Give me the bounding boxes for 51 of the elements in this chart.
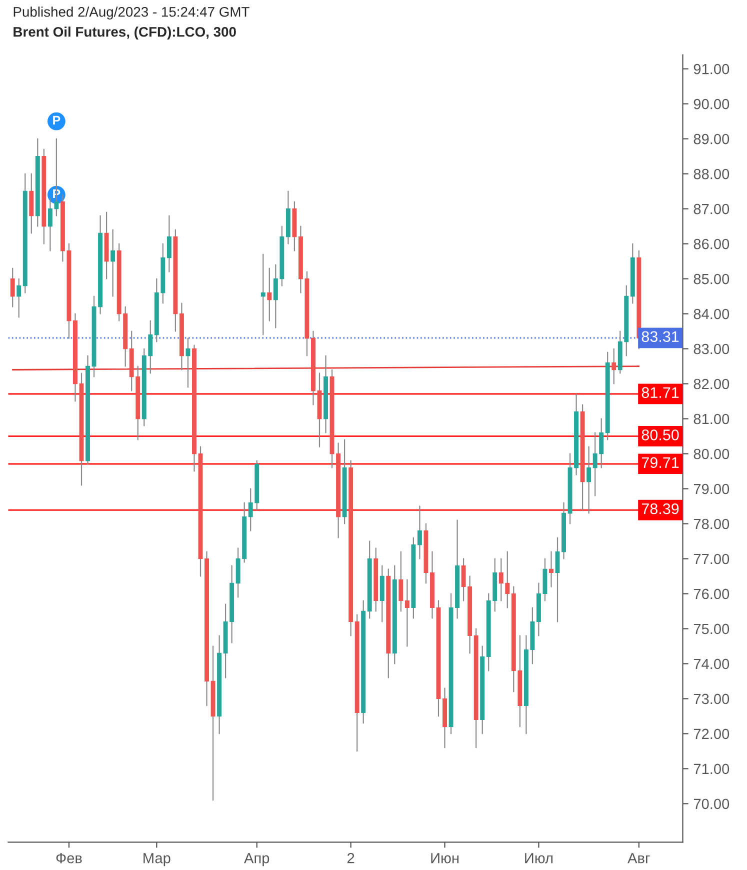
y-tick-label: 79.00 [694, 484, 730, 494]
ref-line-label: 81.71 [642, 387, 679, 398]
candlestick [417, 506, 422, 560]
ref-line-label: 79.71 [642, 457, 679, 468]
candlestick [260, 254, 266, 336]
x-tick-label: Фев [56, 853, 82, 864]
ref-line-label: 80.50 [642, 430, 679, 440]
y-tick-label: 73.00 [694, 694, 730, 704]
candlestick [267, 268, 272, 322]
y-tick-label: 87.00 [694, 204, 730, 214]
text: Published 2/Aug/2023 - 15:24:47 GMT [14, 6, 250, 20]
x-tick-label: Авг [628, 853, 650, 864]
y-tick-label: 80.00 [694, 448, 730, 460]
candlestick [549, 551, 554, 588]
y-tick-label: 89.00 [694, 134, 730, 144]
candlestick [186, 338, 190, 388]
y-tick-label: 91.00 [694, 64, 730, 74]
y-tick-label: 85.00 [694, 274, 730, 284]
ref-line-label: 78.39 [642, 503, 679, 514]
y-tick-label: 84.00 [694, 308, 730, 320]
chart-title: Brent Oil Futures, (CFD):LCO, 300 [14, 26, 236, 40]
y-tick-label: 81.00 [694, 414, 730, 424]
y-tick-label: 74.00 [694, 658, 730, 670]
y-tick-label: 78.00 [694, 518, 730, 530]
y-tick-label: 77.00 [694, 554, 730, 564]
candlestick [586, 446, 592, 514]
candlestick [398, 551, 404, 612]
y-tick-label: 90.00 [694, 98, 730, 110]
y-tick-label: 88.00 [694, 168, 730, 180]
y-tick-label: 83.00 [694, 344, 730, 354]
candlestick [404, 579, 410, 647]
x-tick-label: Июн [431, 853, 458, 864]
candlestick [10, 268, 15, 308]
y-tick-label: 82.00 [694, 378, 730, 390]
candlestick [110, 229, 116, 297]
x-tick-label: Мар [144, 853, 170, 866]
y-tick-label: 86.00 [694, 238, 730, 250]
y-tick-label: 72.00 [694, 728, 730, 740]
y-tick-label: 75.00 [694, 624, 730, 634]
candlestick [166, 215, 172, 272]
y-tick-label: 70.00 [694, 798, 730, 810]
candlestick [555, 537, 560, 622]
x-tick-label: Апр [244, 853, 270, 866]
x-tick-label: Июл [525, 853, 552, 864]
candlestick [612, 348, 616, 384]
y-tick-label: 71.00 [694, 764, 730, 774]
annotation: P [53, 116, 60, 125]
candlestick [16, 278, 22, 318]
x-tick-label: 2 [347, 852, 354, 864]
ref-line-label: 83.31 [642, 331, 679, 342]
y-tick-label: 76.00 [694, 588, 730, 600]
